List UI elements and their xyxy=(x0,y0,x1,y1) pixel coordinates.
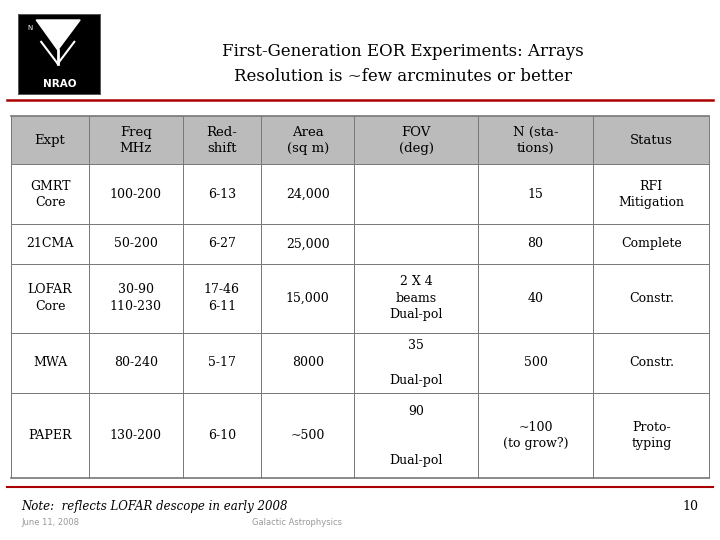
Text: Red-
shift: Red- shift xyxy=(207,125,238,155)
Text: RFI
Mitigation: RFI Mitigation xyxy=(618,180,684,209)
Polygon shape xyxy=(36,20,80,50)
Text: 130-200: 130-200 xyxy=(110,429,162,442)
Text: N (sta-
tions): N (sta- tions) xyxy=(513,125,558,155)
Text: 90: 90 xyxy=(408,405,424,418)
Text: 17-46
6-11: 17-46 6-11 xyxy=(204,284,240,313)
Text: NRAO: NRAO xyxy=(42,79,76,89)
Text: GMRT
Core: GMRT Core xyxy=(30,180,71,209)
Text: N: N xyxy=(28,25,33,31)
Text: 5-17: 5-17 xyxy=(208,356,235,369)
Text: Constr.: Constr. xyxy=(629,292,674,305)
Text: 8000: 8000 xyxy=(292,356,324,369)
Text: 30-90
110-230: 30-90 110-230 xyxy=(110,284,162,313)
Text: Area
(sq m): Area (sq m) xyxy=(287,125,329,155)
Text: 50-200: 50-200 xyxy=(114,238,158,251)
Text: Note:  reflects LOFAR descope in early 2008: Note: reflects LOFAR descope in early 20… xyxy=(22,500,288,513)
Text: 6-13: 6-13 xyxy=(208,188,236,201)
Text: Dual-pol: Dual-pol xyxy=(390,374,443,387)
Text: 2 X 4
beams
Dual-pol: 2 X 4 beams Dual-pol xyxy=(390,275,443,321)
Text: Status: Status xyxy=(630,134,672,147)
Text: 21CMA: 21CMA xyxy=(27,238,73,251)
Text: ~500: ~500 xyxy=(291,429,325,442)
Text: Dual-pol: Dual-pol xyxy=(390,454,443,467)
Text: 24,000: 24,000 xyxy=(286,188,330,201)
Text: First-Generation EOR Experiments: Arrays: First-Generation EOR Experiments: Arrays xyxy=(222,43,584,60)
Text: 80-240: 80-240 xyxy=(114,356,158,369)
Text: 15,000: 15,000 xyxy=(286,292,330,305)
Text: Proto-
typing: Proto- typing xyxy=(631,421,672,450)
Text: PAPER: PAPER xyxy=(28,429,72,442)
Text: 15: 15 xyxy=(528,188,544,201)
Text: ~100
(to grow?): ~100 (to grow?) xyxy=(503,421,568,450)
Text: Galactic Astrophysics: Galactic Astrophysics xyxy=(252,518,342,527)
Text: MWA: MWA xyxy=(33,356,67,369)
Text: LOFAR
Core: LOFAR Core xyxy=(27,284,72,313)
Text: Freq
MHz: Freq MHz xyxy=(120,125,152,155)
Text: 35: 35 xyxy=(408,340,424,353)
Text: June 11, 2008: June 11, 2008 xyxy=(22,518,80,527)
Text: 6-27: 6-27 xyxy=(208,238,235,251)
Text: FOV
(deg): FOV (deg) xyxy=(399,125,433,155)
Text: 80: 80 xyxy=(528,238,544,251)
Text: 100-200: 100-200 xyxy=(110,188,162,201)
Text: 10: 10 xyxy=(683,500,698,513)
Text: Resolution is ~few arcminutes or better: Resolution is ~few arcminutes or better xyxy=(234,68,572,85)
Text: 25,000: 25,000 xyxy=(286,238,330,251)
Text: 500: 500 xyxy=(523,356,547,369)
Text: Expt: Expt xyxy=(35,134,66,147)
Text: Complete: Complete xyxy=(621,238,682,251)
Text: 40: 40 xyxy=(528,292,544,305)
Text: Constr.: Constr. xyxy=(629,356,674,369)
Text: 6-10: 6-10 xyxy=(208,429,236,442)
